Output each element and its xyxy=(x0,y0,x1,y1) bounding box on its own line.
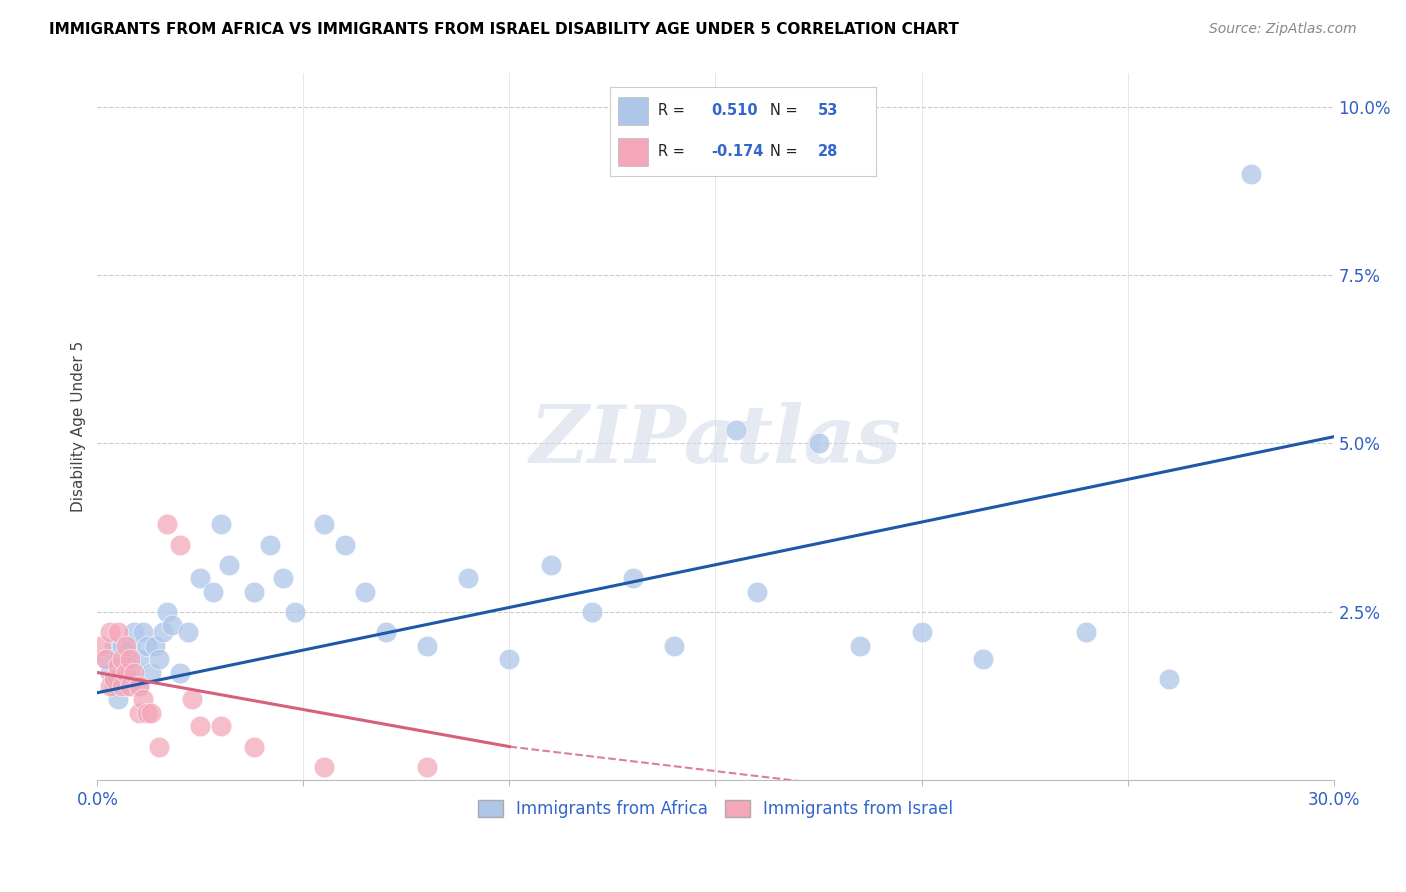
Point xyxy=(103,672,125,686)
Point xyxy=(115,665,138,680)
Point xyxy=(111,672,134,686)
Point xyxy=(90,639,112,653)
Point xyxy=(457,571,479,585)
Point xyxy=(190,571,212,585)
Point xyxy=(540,558,562,572)
Point xyxy=(94,652,117,666)
Point xyxy=(1240,167,1263,181)
Point xyxy=(107,652,129,666)
Point xyxy=(115,639,138,653)
Point xyxy=(169,537,191,551)
Point xyxy=(181,692,204,706)
Point xyxy=(128,679,150,693)
Point xyxy=(354,584,377,599)
Point xyxy=(621,571,644,585)
Text: IMMIGRANTS FROM AFRICA VS IMMIGRANTS FROM ISRAEL DISABILITY AGE UNDER 5 CORRELAT: IMMIGRANTS FROM AFRICA VS IMMIGRANTS FRO… xyxy=(49,22,959,37)
Point xyxy=(124,625,146,640)
Point xyxy=(135,639,157,653)
Point xyxy=(312,517,335,532)
Point xyxy=(156,605,179,619)
Point xyxy=(243,584,266,599)
Point xyxy=(111,652,134,666)
Point xyxy=(498,652,520,666)
Point xyxy=(259,537,281,551)
Y-axis label: Disability Age Under 5: Disability Age Under 5 xyxy=(72,341,86,512)
Point xyxy=(148,652,170,666)
Legend: Immigrants from Africa, Immigrants from Israel: Immigrants from Africa, Immigrants from … xyxy=(471,794,960,825)
Point xyxy=(107,658,129,673)
Point xyxy=(128,679,150,693)
Point xyxy=(120,679,142,693)
Point xyxy=(107,625,129,640)
Point xyxy=(148,739,170,754)
Point xyxy=(1157,672,1180,686)
Point xyxy=(98,625,121,640)
Point xyxy=(312,760,335,774)
Point xyxy=(103,679,125,693)
Point xyxy=(416,760,439,774)
Text: Source: ZipAtlas.com: Source: ZipAtlas.com xyxy=(1209,22,1357,37)
Point xyxy=(111,679,134,693)
Point xyxy=(98,665,121,680)
Point xyxy=(131,625,153,640)
Point xyxy=(725,423,748,437)
Point xyxy=(581,605,603,619)
Point xyxy=(177,625,200,640)
Point xyxy=(111,639,134,653)
Point xyxy=(115,679,138,693)
Point xyxy=(745,584,768,599)
Point xyxy=(664,639,686,653)
Point xyxy=(156,517,179,532)
Point xyxy=(201,584,224,599)
Point xyxy=(139,665,162,680)
Point xyxy=(243,739,266,754)
Point xyxy=(374,625,396,640)
Point xyxy=(120,665,142,680)
Point xyxy=(209,517,232,532)
Point xyxy=(169,665,191,680)
Point xyxy=(115,652,138,666)
Point xyxy=(271,571,294,585)
Point xyxy=(972,652,994,666)
Text: ZIPatlas: ZIPatlas xyxy=(530,402,901,480)
Point xyxy=(135,706,157,720)
Point xyxy=(807,436,830,450)
Point xyxy=(333,537,356,551)
Point xyxy=(120,639,142,653)
Point xyxy=(218,558,240,572)
Point xyxy=(128,652,150,666)
Point xyxy=(284,605,307,619)
Point xyxy=(152,625,174,640)
Point xyxy=(1076,625,1098,640)
Point xyxy=(94,652,117,666)
Point xyxy=(910,625,932,640)
Point xyxy=(124,665,146,680)
Point xyxy=(128,706,150,720)
Point xyxy=(160,618,183,632)
Point xyxy=(848,639,870,653)
Point xyxy=(143,639,166,653)
Point xyxy=(120,652,142,666)
Point xyxy=(103,639,125,653)
Point xyxy=(107,692,129,706)
Point xyxy=(416,639,439,653)
Point xyxy=(131,692,153,706)
Point xyxy=(98,679,121,693)
Point xyxy=(209,719,232,733)
Point xyxy=(190,719,212,733)
Point xyxy=(139,706,162,720)
